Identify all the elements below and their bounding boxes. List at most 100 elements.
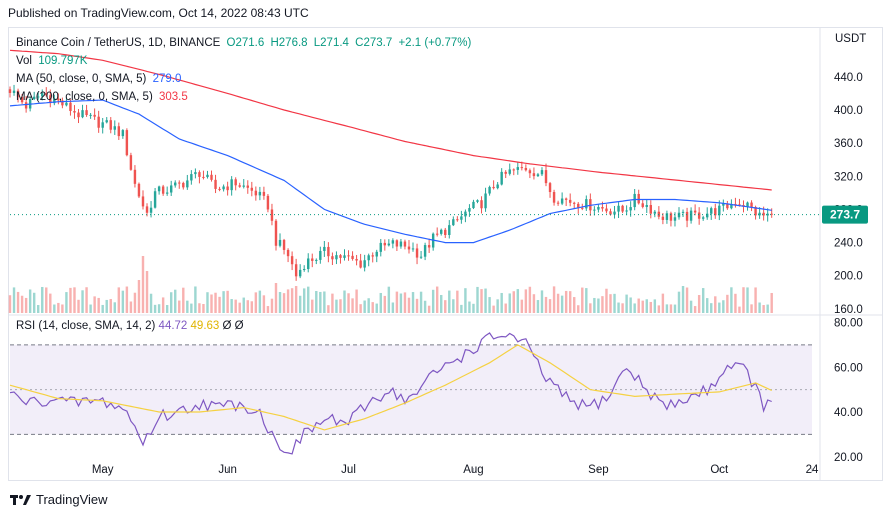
volume-bar <box>524 289 528 313</box>
volume-bar <box>472 303 475 313</box>
candle <box>492 180 495 190</box>
candle <box>411 242 415 252</box>
volume-bar <box>653 299 657 313</box>
candle-body <box>480 200 483 209</box>
volume-bar <box>8 295 12 313</box>
candle <box>278 233 282 248</box>
candle-body <box>440 229 443 234</box>
candle <box>524 164 528 172</box>
candle <box>677 207 681 220</box>
candle-body <box>762 212 765 216</box>
volume-bar <box>766 304 769 313</box>
candle-body <box>145 206 149 213</box>
candle <box>593 206 596 216</box>
candle-body <box>298 269 302 277</box>
currency-unit: USDT <box>835 33 867 45</box>
volume-bar <box>669 304 673 313</box>
volume-bar <box>198 303 201 313</box>
volume-bar <box>351 298 354 313</box>
candle <box>254 186 258 201</box>
candle-body <box>8 89 12 93</box>
candle <box>617 202 620 219</box>
volume-bar <box>625 294 628 313</box>
volume-bar <box>226 290 229 313</box>
volume-bar <box>278 292 282 313</box>
rsi-tick-label: 20.00 <box>834 452 863 464</box>
candle-body <box>282 239 286 250</box>
candle <box>37 92 40 100</box>
candle-body <box>407 246 411 250</box>
candle <box>484 187 487 212</box>
candle-body <box>722 203 725 206</box>
volume-bar <box>214 292 217 313</box>
volume-bar <box>693 306 697 313</box>
candle-body <box>689 210 693 221</box>
x-tick-label: 24 <box>806 464 819 476</box>
candle-body <box>270 209 274 221</box>
chart-title: Binance Coin / TetherUS, 1D, BINANCE <box>16 37 221 49</box>
volume-bar <box>41 286 44 313</box>
x-tick-label: Oct <box>710 464 729 476</box>
candle <box>512 168 515 176</box>
candle <box>689 207 693 224</box>
candle <box>347 250 350 261</box>
volume-bar <box>657 305 661 313</box>
candle-body <box>641 203 644 207</box>
volume-bar <box>617 302 620 313</box>
volume-bar <box>45 287 48 313</box>
volume-bar <box>577 305 580 313</box>
candle <box>234 177 237 191</box>
volume-bar <box>129 301 133 313</box>
volume-bar <box>149 293 153 313</box>
candle <box>701 215 705 221</box>
candle-body <box>335 255 338 260</box>
rsi-ma-line <box>9 344 772 431</box>
candle <box>97 110 100 133</box>
volume-bar <box>250 301 254 313</box>
candle-body <box>351 255 354 259</box>
candle <box>270 203 274 226</box>
volume-bar <box>738 306 741 313</box>
candle-body <box>149 207 153 213</box>
rsi-extra-1: Ø <box>222 320 232 332</box>
candle-body <box>536 174 540 177</box>
volume-bar <box>218 296 221 313</box>
ma50-label: MA (50, close, 0, SMA, 5) <box>16 73 147 85</box>
volume-bar <box>431 289 435 313</box>
candle-body <box>448 225 451 235</box>
candle <box>141 190 145 210</box>
candle <box>218 186 221 192</box>
volume-bar <box>770 292 773 313</box>
candle-body <box>415 248 419 258</box>
volume-bar <box>12 287 16 313</box>
candle <box>681 209 685 218</box>
volume-bar <box>520 299 524 313</box>
candle <box>399 238 403 249</box>
candle-body <box>597 207 600 210</box>
volume-bar <box>101 304 104 313</box>
candle <box>81 104 84 119</box>
volume-bar <box>182 287 185 313</box>
candle-body <box>653 211 657 214</box>
volume-bar <box>593 297 596 313</box>
volume-bar <box>609 294 612 313</box>
tradingview-brand[interactable]: TradingView <box>10 492 108 507</box>
candle <box>585 195 588 211</box>
volume-bar <box>419 291 423 313</box>
candle <box>246 180 249 194</box>
volume-bar <box>315 291 318 313</box>
volume-bar <box>681 286 685 313</box>
candle <box>552 189 556 206</box>
candle-body <box>294 264 298 277</box>
candle-body <box>141 196 145 207</box>
candle-body <box>758 212 761 216</box>
candle-body <box>512 169 515 171</box>
volume-bar <box>331 293 334 313</box>
candle-body <box>452 219 455 226</box>
volume-bar <box>335 299 338 313</box>
volume-bar <box>174 289 177 313</box>
candle <box>468 204 471 217</box>
volume-bar <box>746 287 749 313</box>
candle-body <box>105 120 108 123</box>
